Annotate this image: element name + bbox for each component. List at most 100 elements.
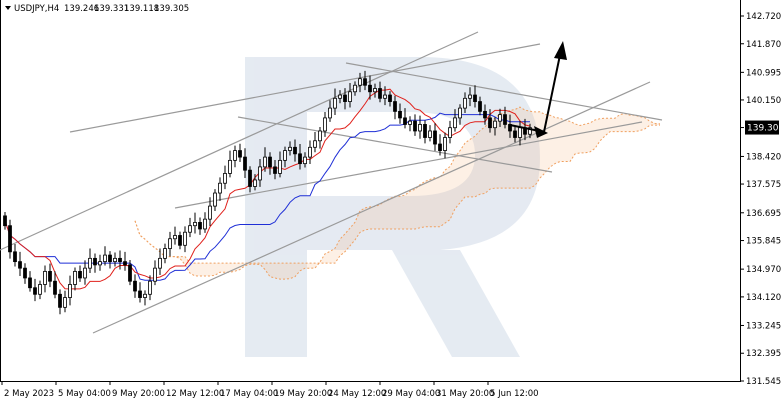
candle (198, 217, 202, 235)
candle (513, 126, 517, 143)
bear-candle-body (378, 88, 382, 99)
candle (328, 100, 332, 122)
candle (168, 231, 172, 257)
x-tick-label: 5 May 04:00 (58, 389, 111, 399)
trend-line (92, 81, 651, 334)
candle (318, 127, 322, 149)
x-tick-label: 12 May 12:00 (166, 389, 224, 399)
candle (413, 114, 417, 136)
candle (428, 125, 432, 142)
candle (323, 112, 327, 137)
y-tick-label: 136.695 (746, 209, 781, 219)
candle (308, 140, 312, 164)
bear-candle-body (133, 280, 137, 292)
bear-candle-body (178, 235, 182, 246)
bull-candle-body (333, 97, 337, 109)
candle (248, 166, 252, 193)
x-tick-label: 2 May 2023 (4, 389, 54, 399)
ohlc-low: 139.118 (124, 4, 159, 14)
y-tick-label: 138.420 (746, 152, 781, 162)
bull-candle-body (318, 130, 322, 142)
bull-candle-body (228, 159, 232, 174)
candle (298, 144, 302, 170)
bull-candle-body (203, 218, 207, 230)
y-tick-label: 134.970 (746, 265, 781, 275)
bear-candle-body (198, 222, 202, 230)
candle (403, 108, 407, 129)
current-price-marker: 139.305 (745, 120, 782, 135)
candle (178, 231, 182, 250)
candle (208, 197, 212, 227)
bull-candle-body (278, 159, 282, 174)
bull-candle-body (323, 117, 327, 132)
bull-candle-body (348, 91, 352, 102)
bull-candle-body (313, 140, 317, 148)
candle (288, 141, 292, 156)
candle (63, 290, 67, 313)
bull-candle-body (493, 120, 497, 129)
candle (528, 123, 532, 139)
bull-candle-body (408, 120, 412, 125)
bear-candle-body (128, 264, 132, 282)
candle (448, 120, 452, 144)
bull-candle-body (83, 267, 87, 279)
bull-candle-body (213, 192, 217, 207)
bull-candle-body (218, 182, 222, 194)
bear-candle-body (388, 94, 392, 102)
candle (373, 83, 377, 98)
bear-candle-body (13, 251, 17, 263)
y-tick-label: 133.245 (746, 321, 781, 331)
bull-candle-body (173, 235, 177, 240)
candle (488, 109, 492, 133)
candle (473, 85, 477, 108)
candle (123, 251, 127, 271)
candle (93, 253, 97, 273)
bull-candle-body (258, 166, 262, 181)
triangle-down-icon (5, 6, 11, 10)
candle (113, 252, 117, 267)
candle (378, 81, 382, 103)
bear-candle-body (93, 257, 97, 266)
bear-candle-body (423, 124, 427, 138)
bull-candle-body (223, 173, 227, 184)
bear-candle-body (503, 114, 507, 125)
bull-candle-body (183, 231, 187, 246)
candle (38, 280, 42, 300)
bull-candle-body (88, 257, 92, 269)
bull-candle-body (528, 127, 532, 135)
candle (483, 104, 487, 125)
bull-candle-body (498, 114, 502, 122)
bear-candle-body (53, 280, 57, 295)
candle (43, 265, 47, 293)
candle (343, 88, 347, 110)
candle (118, 250, 122, 270)
candlesticks (3, 70, 532, 315)
y-tick-label: 140.150 (746, 96, 781, 106)
bear-candle-body (298, 153, 302, 165)
bull-candle-body (43, 271, 47, 285)
candle (73, 267, 77, 291)
bear-candle-body (273, 166, 277, 174)
senkou-span-b (134, 124, 660, 264)
bull-candle-body (303, 156, 307, 165)
y-tick-label: 132.395 (746, 349, 781, 359)
candle (433, 123, 437, 151)
bear-candle-body (343, 94, 347, 102)
bear-candle-body (108, 254, 112, 263)
candle (253, 174, 257, 191)
candle (58, 289, 62, 315)
bear-candle-body (413, 120, 417, 132)
bull-candle-body (338, 94, 342, 99)
tenkan-sen-line (4, 88, 531, 290)
y-tick-label: 141.870 (746, 40, 781, 50)
ohlc-open: 139.246 (64, 4, 99, 14)
bull-candle-body (448, 127, 452, 138)
trend-line (0, 31, 479, 251)
trend-lines (0, 31, 663, 334)
ichimoku-cloud (134, 106, 661, 280)
candle (98, 254, 102, 271)
candle (363, 70, 367, 91)
x-axis: 2 May 2023 5 May 04:00 9 May 20:00 12 May 1… (1, 381, 539, 399)
